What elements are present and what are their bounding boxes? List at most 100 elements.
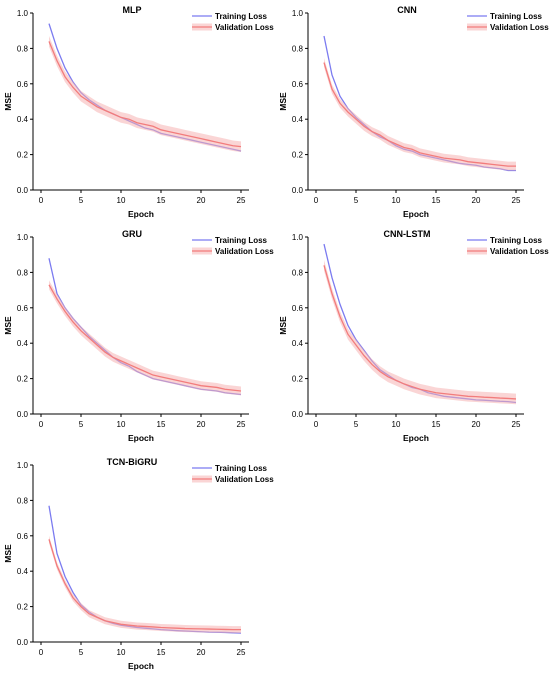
x-tick-label: 20 (197, 420, 206, 429)
y-tick-label: 0.8 (292, 268, 304, 277)
error-band-validation-loss (49, 36, 241, 152)
x-tick-label: 15 (157, 196, 166, 205)
x-tick-label: 15 (432, 420, 441, 429)
x-tick-label: 5 (354, 420, 359, 429)
y-tick-label: 0.2 (17, 603, 29, 612)
legend-label-validation-loss: Validation Loss (490, 247, 549, 256)
chart-title: TCN-BiGRU (107, 457, 158, 467)
y-tick-label: 0.0 (17, 638, 29, 647)
y-tick-label: 0.4 (17, 115, 29, 124)
x-tick-label: 5 (79, 420, 84, 429)
y-tick-label: 0.8 (17, 496, 29, 505)
x-axis-label: Epoch (128, 433, 154, 443)
error-band-validation-loss (324, 260, 516, 405)
x-tick-label: 5 (354, 196, 359, 205)
x-tick-label: 0 (39, 648, 44, 657)
x-tick-label: 25 (512, 420, 521, 429)
panel-gru: 0 5 10 15 20 25 0.0 0.2 0.4 0.6 0.8 1.0 Epoch MSE GRU T… (0, 224, 275, 449)
x-tick-label: 10 (392, 196, 401, 205)
series-group (48, 505, 242, 634)
legend-label-validation-loss: Validation Loss (215, 23, 274, 32)
y-tick-label: 1.0 (292, 233, 304, 242)
y-tick-label: 0.2 (17, 375, 29, 384)
legend: Training Loss Validation Loss (467, 236, 549, 256)
y-tick-label: 1.0 (17, 9, 29, 18)
y-tick-label: 0.6 (17, 532, 29, 541)
y-tick-label: 0.2 (292, 151, 304, 160)
series-line-training-loss (48, 23, 242, 152)
x-tick-label: 5 (79, 648, 84, 657)
x-tick-label: 20 (197, 648, 206, 657)
chart-title: CNN-LSTM (384, 229, 431, 239)
chart-svg: 0 5 10 15 20 25 0.0 0.2 0.4 0.6 0.8 1.0 Epoch MSE CNN T… (278, 5, 549, 219)
x-tick-label: 10 (117, 196, 126, 205)
chart-svg: 0 5 10 15 20 25 0.0 0.2 0.4 0.6 0.8 1.0 Epoch MSE MLP T… (3, 5, 274, 219)
series-line-validation-loss (48, 539, 241, 631)
x-axis-label: Epoch (128, 661, 154, 671)
legend-label-training-loss: Training Loss (215, 464, 268, 473)
y-tick-label: 0.2 (292, 375, 304, 384)
y-tick-label: 0.8 (17, 268, 29, 277)
y-tick-label: 0.4 (17, 339, 29, 348)
series-group (48, 23, 242, 152)
y-tick-label: 1.0 (17, 461, 29, 470)
error-band-validation-loss (324, 58, 516, 171)
legend-label-validation-loss: Validation Loss (490, 23, 549, 32)
y-tick-label: 1.0 (17, 233, 29, 242)
series-group (48, 258, 242, 396)
y-tick-label: 0.2 (17, 151, 29, 160)
error-band-validation-loss (49, 280, 241, 396)
y-tick-label: 0.6 (292, 304, 304, 313)
series-line-training-loss (48, 505, 242, 634)
y-axis-label: MSE (278, 92, 288, 111)
series-group (323, 243, 517, 405)
x-tick-label: 20 (197, 196, 206, 205)
y-tick-label: 0.0 (17, 186, 29, 195)
series-line-validation-loss (48, 284, 242, 392)
chart-title: GRU (122, 229, 142, 239)
x-tick-label: 0 (314, 196, 319, 205)
y-axis-label: MSE (3, 544, 13, 563)
chart-svg: 0 5 10 15 20 25 0.0 0.2 0.4 0.6 0.8 1.0 Epoch MSE TCN-… (3, 457, 274, 671)
x-tick-label: 0 (39, 196, 44, 205)
y-tick-label: 0.8 (17, 44, 29, 53)
x-tick-label: 25 (237, 196, 246, 205)
x-tick-label: 0 (314, 420, 319, 429)
x-axis-label: Epoch (403, 209, 429, 219)
x-tick-label: 15 (157, 420, 166, 429)
error-band-validation-loss (49, 535, 241, 634)
panel-mlp: 0 5 10 15 20 25 0.0 0.2 0.4 0.6 0.8 1.0 Epoch MSE MLP T… (0, 0, 275, 225)
panel-cnn: 0 5 10 15 20 25 0.0 0.2 0.4 0.6 0.8 1.0 Epoch MSE CNN T… (275, 0, 550, 225)
y-tick-label: 0.8 (292, 44, 304, 53)
legend-label-training-loss: Training Loss (215, 236, 268, 245)
panel-tcn-bigru: 0 5 10 15 20 25 0.0 0.2 0.4 0.6 0.8 1.0 Epoch MSE TCN-… (0, 452, 275, 677)
x-tick-label: 20 (472, 196, 481, 205)
series-line-validation-loss (48, 41, 242, 148)
series-line-validation-loss (323, 62, 516, 167)
y-tick-label: 0.0 (17, 410, 29, 419)
x-tick-label: 0 (39, 420, 44, 429)
legend: Training Loss Validation Loss (192, 464, 274, 484)
series-group (323, 35, 516, 172)
chart-title: MLP (123, 5, 142, 15)
y-tick-label: 0.6 (292, 80, 304, 89)
x-tick-label: 20 (472, 420, 481, 429)
series-line-training-loss (323, 243, 517, 404)
panel-cnn-lstm: 0 5 10 15 20 25 0.0 0.2 0.4 0.6 0.8 1.0 Epoch MSE CNN-… (275, 224, 550, 449)
x-axis-label: Epoch (128, 209, 154, 219)
y-tick-label: 0.0 (292, 410, 304, 419)
y-axis-label: MSE (3, 316, 13, 335)
chart-svg: 0 5 10 15 20 25 0.0 0.2 0.4 0.6 0.8 1.0 Epoch MSE GRU T… (3, 229, 274, 443)
legend-label-training-loss: Training Loss (490, 236, 543, 245)
y-axis-label: MSE (3, 92, 13, 111)
legend-label-training-loss: Training Loss (215, 12, 268, 21)
x-tick-label: 5 (79, 196, 84, 205)
legend-label-training-loss: Training Loss (490, 12, 543, 21)
x-tick-label: 25 (237, 648, 246, 657)
y-tick-label: 0.6 (17, 80, 29, 89)
chart-svg: 0 5 10 15 20 25 0.0 0.2 0.4 0.6 0.8 1.0 Epoch MSE CNN-… (278, 229, 549, 443)
x-tick-label: 25 (237, 420, 246, 429)
x-tick-label: 15 (157, 648, 166, 657)
chart-title: CNN (397, 5, 417, 15)
